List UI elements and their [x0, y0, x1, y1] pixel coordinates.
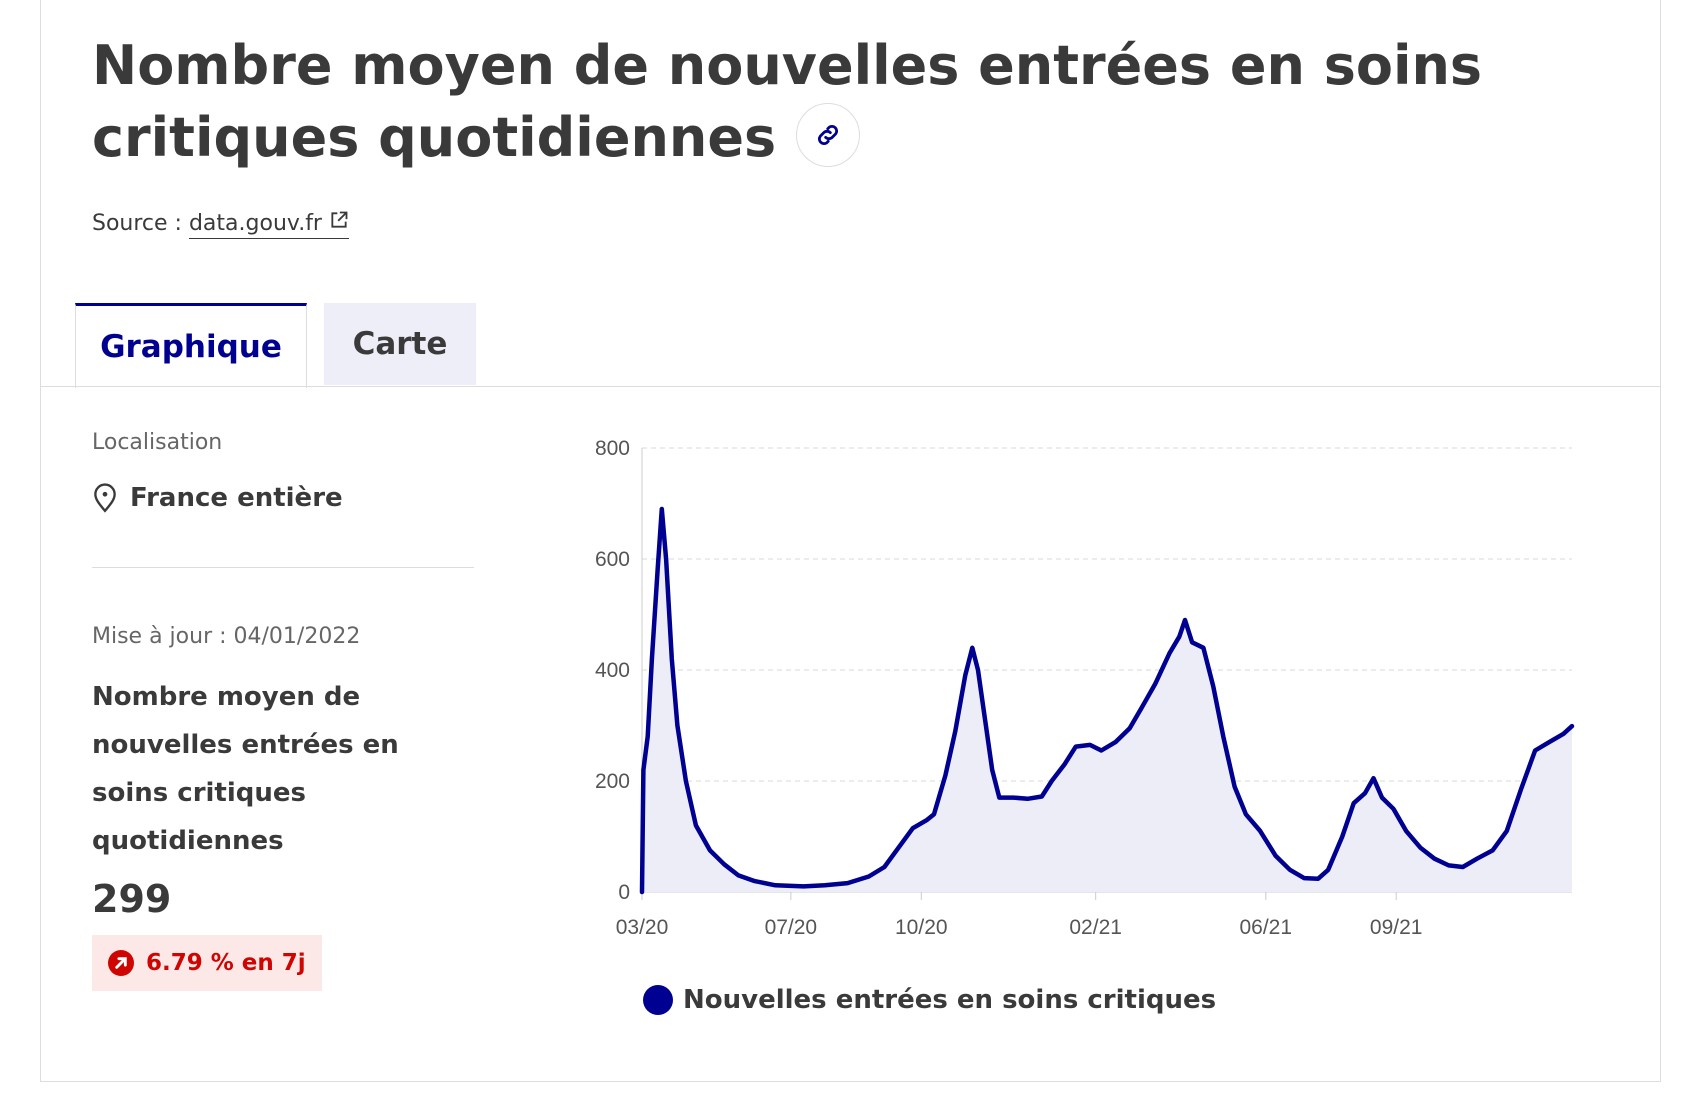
- series-area: [642, 509, 1572, 892]
- external-link-icon: [331, 211, 348, 228]
- source-line: Source : data.gouv.fr: [92, 210, 349, 239]
- x-tick-label: 02/21: [1069, 916, 1122, 939]
- copy-link-button[interactable]: [796, 103, 861, 168]
- location-label: Localisation: [92, 430, 223, 455]
- y-tick-label: 0: [618, 881, 630, 904]
- trend-badge: 6.79 % en 7j: [92, 935, 322, 991]
- link-icon: [818, 125, 839, 146]
- y-tick-label: 200: [595, 770, 630, 793]
- tab-graphique[interactable]: Graphique: [75, 303, 307, 388]
- sidebar-divider: [92, 567, 474, 568]
- page-title-text: Nombre moyen de nouvelles entrées en soi…: [92, 34, 1483, 169]
- tab-divider: [40, 386, 1661, 387]
- kpi-value: 299: [92, 877, 172, 921]
- trend-text: 6.79 % en 7j: [146, 950, 306, 976]
- source-link-text: data.gouv.fr: [188, 211, 322, 236]
- chart-legend: Nouvelles entrées en soins critiques: [643, 985, 1216, 1015]
- series-line: [639, 506, 1575, 895]
- source-link[interactable]: data.gouv.fr: [188, 211, 349, 239]
- x-tick-label: 07/20: [765, 916, 818, 939]
- x-tick-label: 09/21: [1370, 916, 1423, 939]
- x-tick-label: 10/20: [895, 916, 948, 939]
- map-pin-icon: [94, 483, 116, 513]
- location-value-text: France entière: [130, 483, 343, 513]
- location-value: France entière: [92, 483, 474, 513]
- indicator-card: [40, 0, 1661, 1082]
- x-tick-label: 06/21: [1239, 916, 1292, 939]
- update-date: Mise à jour : 04/01/2022: [92, 624, 361, 649]
- source-prefix: Source :: [92, 211, 182, 236]
- indicator-sidebar: Localisation France entière Mise à jour …: [92, 430, 474, 991]
- y-tick-label: 400: [595, 659, 630, 682]
- line-chart: 0 200 400 600 800 03/20 07/20 10/20 02/21 06/21 09…: [595, 437, 1575, 939]
- arrow-up-right-icon: [108, 950, 134, 976]
- kpi-label: Nombre moyen de nouvelles entrées en soi…: [92, 682, 399, 856]
- legend-label: Nouvelles entrées en soins critiques: [683, 985, 1217, 1015]
- tab-carte[interactable]: Carte: [324, 303, 476, 385]
- page-title: Nombre moyen de nouvelles entrées en soi…: [92, 30, 1652, 174]
- y-tick-label: 600: [595, 548, 630, 571]
- x-tick-label: 03/20: [616, 916, 669, 939]
- legend-swatch: [643, 985, 673, 1015]
- y-tick-label: 800: [595, 437, 630, 460]
